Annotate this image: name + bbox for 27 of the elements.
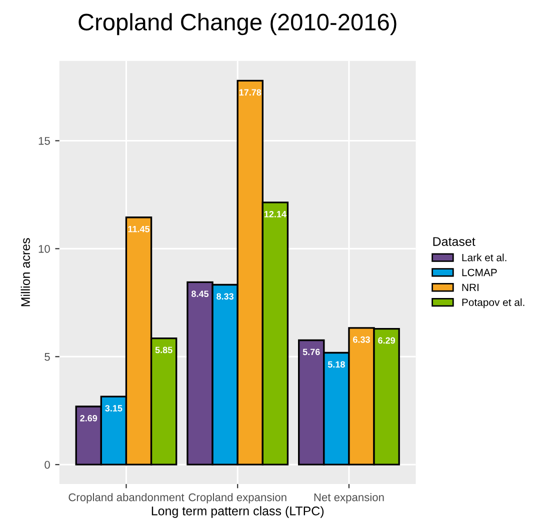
legend-label: Lark et al. xyxy=(462,254,506,262)
y-axis-title: Million acres xyxy=(20,238,30,306)
x-axis-title: Long term pattern class (LTPC) xyxy=(152,506,324,518)
data-label: 3.15 xyxy=(105,405,122,412)
legend-label: NRI xyxy=(462,284,478,292)
legend-label: LCMAP xyxy=(462,268,497,276)
legend-label: Potapov et al. xyxy=(462,298,524,308)
y-tick-label: 10 xyxy=(38,244,50,253)
x-tick-label: Cropland abandonment xyxy=(68,493,184,504)
data-label: 11.45 xyxy=(128,226,150,232)
x-tick-label: Net expansion xyxy=(314,493,384,504)
y-tick-label: 5 xyxy=(44,353,50,361)
x-tick-label: Cropland expansion xyxy=(188,493,286,504)
data-label: 5.85 xyxy=(155,346,172,354)
data-label: 12.14 xyxy=(264,210,286,218)
data-label: 17.78 xyxy=(239,89,262,96)
data-label: 5.76 xyxy=(302,348,320,356)
legend-title: Dataset xyxy=(433,237,476,246)
data-label: 5.18 xyxy=(328,361,345,368)
data-label: 6.29 xyxy=(378,337,396,344)
data-label: 2.69 xyxy=(80,415,98,422)
data-label: 6.33 xyxy=(353,336,370,343)
y-tick-label: 15 xyxy=(38,137,50,145)
y-tick-label: 0 xyxy=(44,460,50,469)
data-label: 8.33 xyxy=(216,293,234,300)
data-label: 8.45 xyxy=(192,290,209,298)
chart-title: Cropland Change (2010-2016) xyxy=(78,13,396,36)
